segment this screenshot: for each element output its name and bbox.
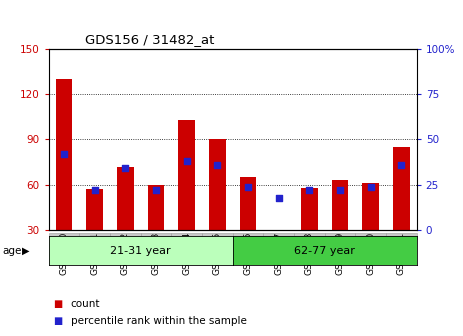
Text: percentile rank within the sample: percentile rank within the sample bbox=[71, 316, 247, 326]
Bar bbox=[141, 233, 171, 239]
Bar bbox=[117, 167, 134, 230]
Bar bbox=[239, 177, 257, 230]
Point bbox=[213, 162, 221, 168]
Bar bbox=[178, 120, 195, 230]
Bar bbox=[79, 233, 110, 239]
Bar bbox=[362, 183, 379, 230]
Point bbox=[183, 159, 190, 164]
Bar bbox=[356, 233, 386, 239]
Bar bbox=[148, 185, 164, 230]
Text: GDS156 / 31482_at: GDS156 / 31482_at bbox=[85, 33, 215, 46]
Bar bbox=[56, 79, 72, 230]
Text: ■: ■ bbox=[53, 299, 63, 309]
Point bbox=[336, 187, 344, 193]
Point bbox=[367, 184, 375, 189]
Point bbox=[306, 187, 313, 193]
Point bbox=[275, 195, 282, 200]
Bar bbox=[233, 233, 263, 239]
Text: 21-31 year: 21-31 year bbox=[110, 246, 171, 256]
Point bbox=[244, 184, 252, 189]
Bar bbox=[325, 233, 356, 239]
Bar bbox=[209, 139, 226, 230]
Bar bbox=[301, 188, 318, 230]
Text: age: age bbox=[2, 246, 22, 256]
Bar bbox=[49, 233, 79, 239]
Bar bbox=[263, 233, 294, 239]
Bar bbox=[393, 147, 410, 230]
Text: count: count bbox=[71, 299, 100, 309]
Bar bbox=[86, 190, 103, 230]
Point bbox=[91, 187, 98, 193]
Text: ■: ■ bbox=[53, 316, 63, 326]
Bar bbox=[110, 233, 141, 239]
Text: ▶: ▶ bbox=[22, 246, 30, 256]
Bar bbox=[294, 233, 325, 239]
Point bbox=[60, 151, 68, 157]
Bar bbox=[386, 233, 417, 239]
Point bbox=[152, 187, 160, 193]
Point bbox=[398, 162, 405, 168]
Point bbox=[122, 166, 129, 171]
Bar bbox=[332, 180, 349, 230]
Bar bbox=[202, 233, 232, 239]
Bar bbox=[171, 233, 202, 239]
Text: 62-77 year: 62-77 year bbox=[294, 246, 355, 256]
